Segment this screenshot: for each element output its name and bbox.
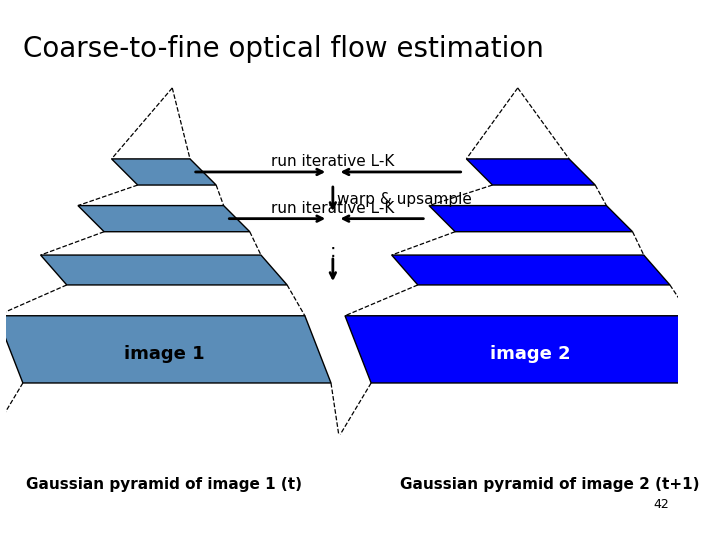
Text: Coarse-to-fine optical flow estimation: Coarse-to-fine optical flow estimation xyxy=(23,35,544,63)
Polygon shape xyxy=(345,316,716,383)
Text: image 2: image 2 xyxy=(490,345,571,363)
Polygon shape xyxy=(0,316,331,383)
Polygon shape xyxy=(392,255,670,285)
Polygon shape xyxy=(78,206,250,232)
Text: run iterative L-K: run iterative L-K xyxy=(271,154,395,169)
Text: Gaussian pyramid of image 2 (t+1): Gaussian pyramid of image 2 (t+1) xyxy=(400,477,699,492)
Polygon shape xyxy=(467,159,595,185)
Polygon shape xyxy=(40,255,287,285)
Text: image 1: image 1 xyxy=(124,345,204,363)
Text: :: : xyxy=(330,242,336,261)
Polygon shape xyxy=(429,206,633,232)
Text: run iterative L-K: run iterative L-K xyxy=(271,201,395,216)
Polygon shape xyxy=(112,159,216,185)
Text: warp & upsample: warp & upsample xyxy=(336,192,472,206)
Text: Gaussian pyramid of image 1 (t): Gaussian pyramid of image 1 (t) xyxy=(26,477,302,492)
Text: 42: 42 xyxy=(653,498,669,511)
